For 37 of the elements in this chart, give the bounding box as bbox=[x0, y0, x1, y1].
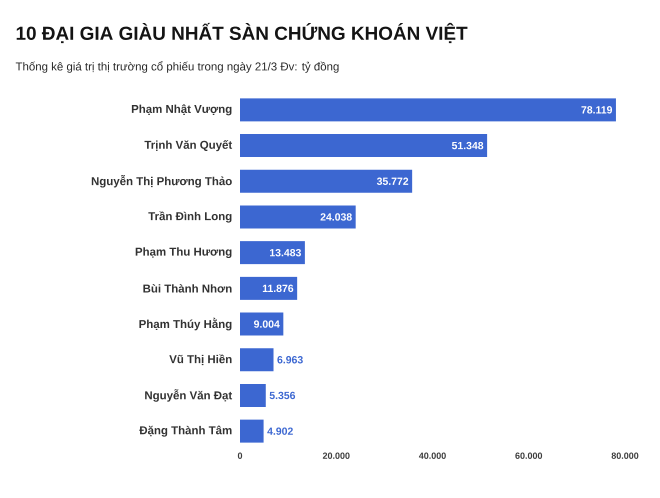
x-tick-label: 60.000 bbox=[515, 452, 542, 459]
bar bbox=[240, 312, 284, 336]
y-tick-label: Bùi Thành Nhơn bbox=[143, 284, 232, 293]
data-label: 13.483 bbox=[270, 248, 301, 256]
bar bbox=[240, 241, 305, 264]
data-label: 9.004 bbox=[254, 320, 280, 328]
bar bbox=[240, 205, 356, 228]
y-tick-label: Nguyễn Văn Đạt bbox=[145, 389, 232, 402]
chart-title: 10 ĐẠI GIA GIÀU NHẤT SÀN CHỨNG KHOÁN VIỆT bbox=[16, 22, 468, 44]
bar bbox=[240, 348, 274, 372]
x-tick-label: 40.000 bbox=[418, 452, 446, 459]
data-label: 6.963 bbox=[277, 356, 303, 364]
x-tick-label: 0 bbox=[238, 452, 242, 459]
y-tick-label: Phạm Nhật Vượng bbox=[132, 104, 232, 116]
x-tick-label: 80.000 bbox=[612, 452, 638, 459]
x-tick-label: 20.000 bbox=[322, 452, 350, 459]
chart-subtitle: Thống kê giá trị thị trường cổ phiếu trong ngày 21/3 Đv: tỷ đồng bbox=[16, 61, 339, 73]
y-tick-label: Trần Đình Long bbox=[148, 211, 232, 223]
data-label: 35.772 bbox=[376, 178, 408, 185]
bar bbox=[240, 420, 264, 443]
bar bbox=[240, 276, 298, 300]
bar bbox=[240, 384, 266, 407]
data-label: 51.348 bbox=[452, 142, 484, 150]
y-tick-label: Nguyễn Thị Phương Thảo bbox=[92, 174, 232, 188]
y-tick-label: Đặng Thành Tâm bbox=[139, 426, 232, 437]
data-label: 4.902 bbox=[267, 427, 293, 435]
bar bbox=[240, 170, 412, 193]
data-label: 5.356 bbox=[270, 392, 296, 400]
bar bbox=[240, 134, 488, 158]
y-tick-label: Vũ Thị Hiền bbox=[169, 354, 232, 366]
data-label: 24.038 bbox=[320, 213, 352, 221]
y-tick-label: Phạm Thu Hương bbox=[136, 247, 232, 258]
y-tick-label: Trịnh Văn Quyết bbox=[144, 140, 232, 152]
y-tick-label: Phạm Thúy Hằng bbox=[139, 318, 232, 330]
data-label: 78.119 bbox=[581, 106, 612, 114]
bar bbox=[240, 98, 616, 122]
data-label: 11.876 bbox=[262, 284, 294, 292]
